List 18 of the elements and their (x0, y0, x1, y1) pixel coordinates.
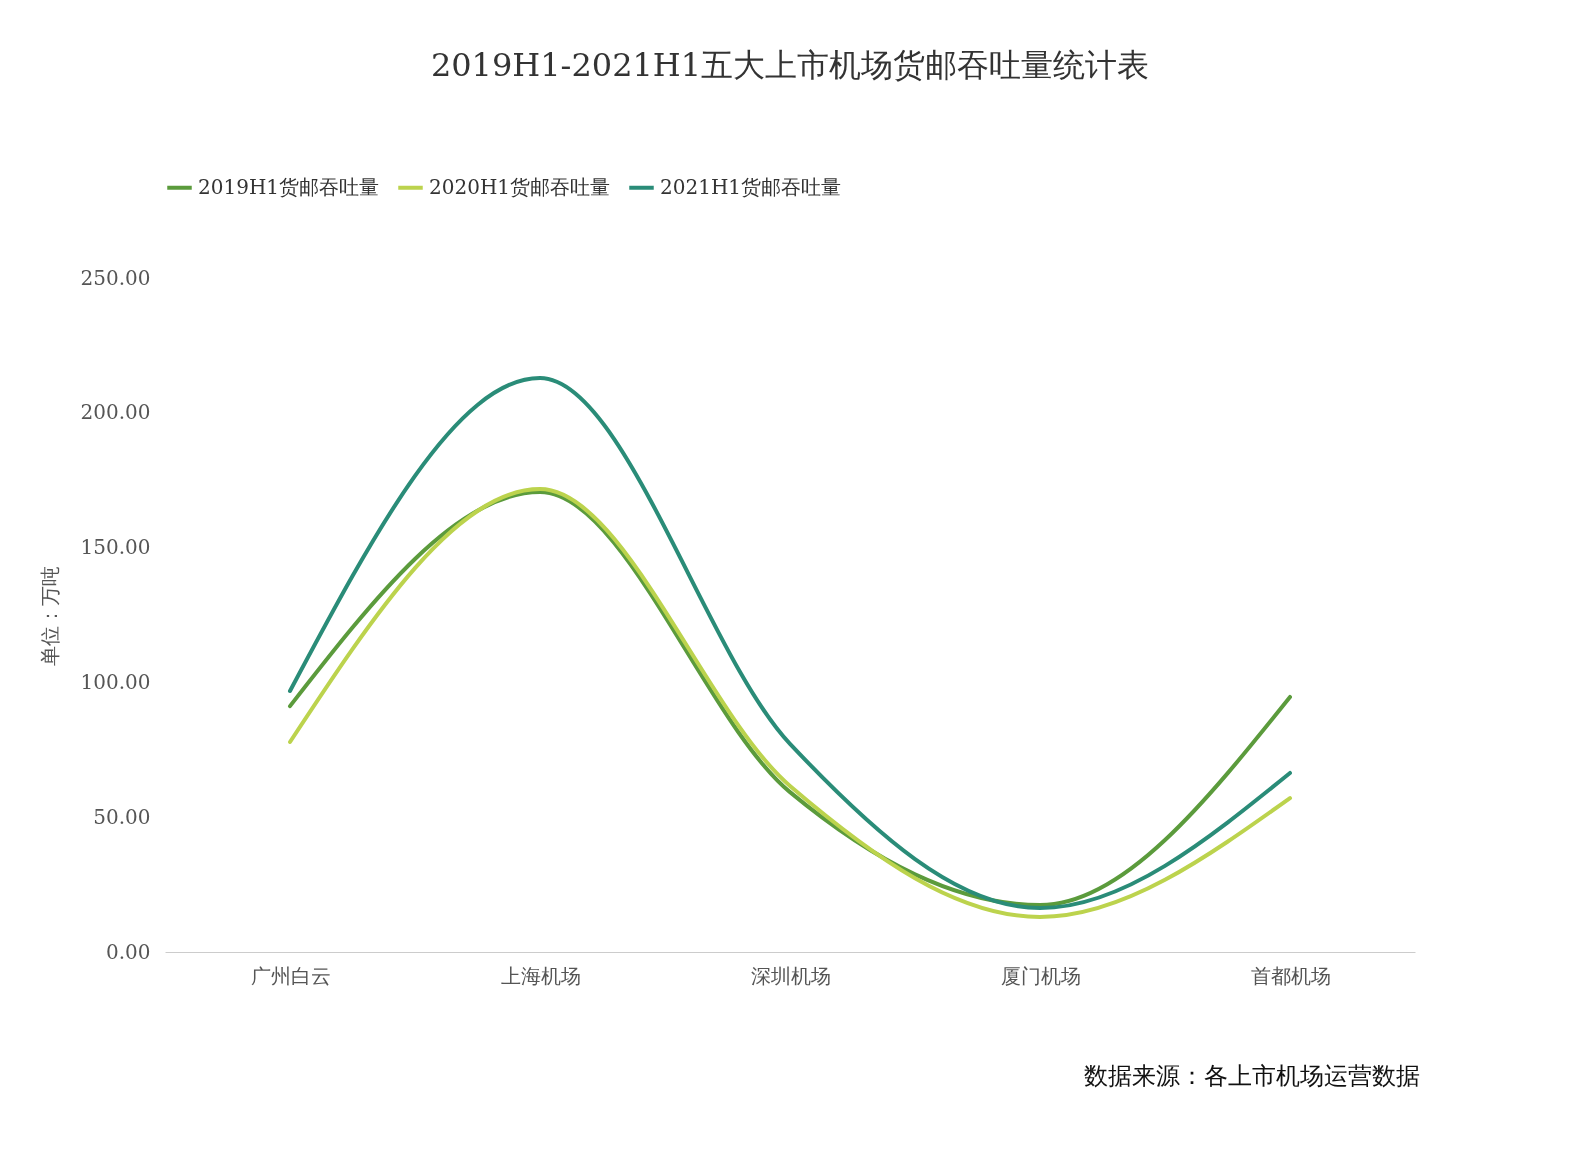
legend-label: 2020H1货邮吞吐量 (429, 174, 611, 199)
x-tick-label: 厦门机场 (1000, 963, 1081, 988)
y-tick-label: 0.00 (105, 939, 151, 964)
x-tick-label: 广州白云 (250, 963, 331, 988)
y-axis-title: 单位：万吨 (37, 565, 62, 666)
x-tick-label: 上海机场 (500, 963, 581, 988)
x-tick-label: 首都机场 (1250, 963, 1331, 988)
y-tick-label: 150.00 (80, 535, 151, 560)
legend-label: 2019H1货邮吞吐量 (198, 174, 380, 199)
line-series (288, 376, 1292, 911)
y-tick-label: 100.00 (80, 669, 151, 694)
y-tick-label: 50.00 (93, 804, 151, 829)
legend-label: 2021H1货邮吞吐量 (660, 174, 842, 199)
y-tick-label: 200.00 (80, 400, 151, 425)
x-tick-label: 深圳机场 (750, 963, 831, 988)
chart-title: 2019H1-2021H1五大上市机场货邮吞吐量统计表 (430, 46, 1150, 84)
source-note: 数据来源：各上市机场运营数据 (1083, 1061, 1420, 1092)
y-tick-label: 250.00 (80, 265, 151, 290)
